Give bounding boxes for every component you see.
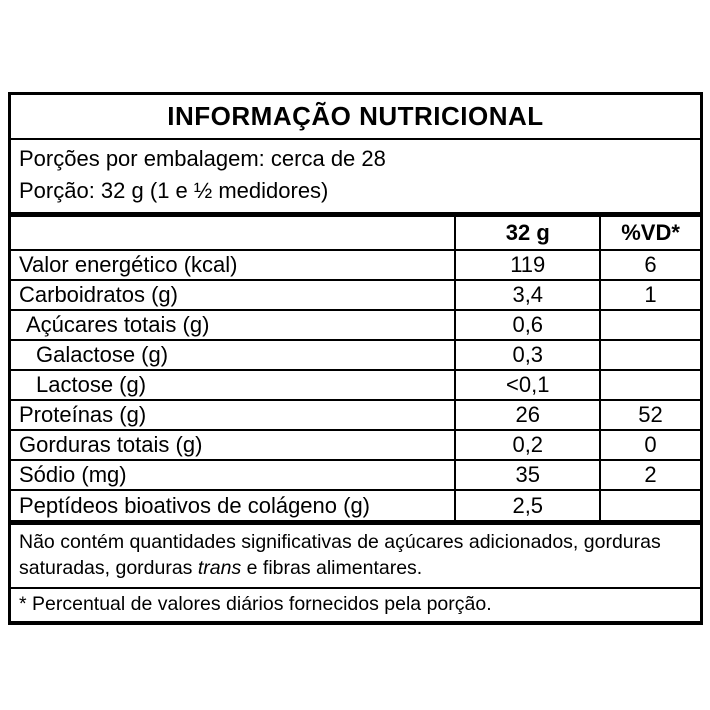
table-row-carbohydrates: Carboidratos (g) 3,4 1 xyxy=(11,279,700,310)
nutrient-column-header xyxy=(11,217,455,250)
table-row-galactose: Galactose (g) 0,3 xyxy=(11,339,700,370)
nutrient-name: Gorduras totais (g) xyxy=(11,429,456,460)
nutrient-dv: 2 xyxy=(599,459,700,490)
daily-value-footnote: * Percentual de valores diários fornecid… xyxy=(11,587,700,621)
nutrient-amount: 35 xyxy=(454,459,601,490)
nutrient-name: Lactose (g) xyxy=(11,369,456,400)
nutrition-facts-label: INFORMAÇÃO NUTRICIONAL Porções por embal… xyxy=(8,92,703,625)
nutrient-dv xyxy=(599,369,700,400)
table-row-lactose: Lactose (g) <0,1 xyxy=(11,369,700,400)
nutrient-name: Açúcares totais (g) xyxy=(11,309,456,340)
nutrient-dv xyxy=(599,489,700,520)
nutrient-dv: 1 xyxy=(599,279,700,310)
amount-column-header: 32 g xyxy=(454,217,601,250)
nutrient-dv xyxy=(599,339,700,370)
table-header-row: 32 g %VD* xyxy=(11,217,700,250)
nutrient-amount: 3,4 xyxy=(454,279,601,310)
nutrition-table: 32 g %VD* Valor energético (kcal) 119 6 … xyxy=(11,217,700,520)
insignificant-amounts-note: Não contém quantidades significativas de… xyxy=(11,520,700,587)
note-text-suffix: e fibras alimentares. xyxy=(241,557,423,579)
table-row-energy: Valor energético (kcal) 119 6 xyxy=(11,249,700,280)
nutrient-amount: 26 xyxy=(454,399,601,430)
table-row-sodium: Sódio (mg) 35 2 xyxy=(11,459,700,490)
nutrient-amount: 119 xyxy=(454,249,601,280)
nutrient-name: Valor energético (kcal) xyxy=(11,249,456,280)
trans-italic-word: trans xyxy=(197,557,242,579)
table-row-total-sugars: Açúcares totais (g) 0,6 xyxy=(11,309,700,340)
table-row-total-fats: Gorduras totais (g) 0,2 0 xyxy=(11,429,700,460)
nutrient-dv: 6 xyxy=(599,249,700,280)
nutrient-amount: <0,1 xyxy=(454,369,601,400)
nutrient-amount: 0,2 xyxy=(454,429,601,460)
table-row-proteins: Proteínas (g) 26 52 xyxy=(11,399,700,430)
label-title: INFORMAÇÃO NUTRICIONAL xyxy=(11,95,700,140)
note-text-prefix: Não contém quantidades significativas de… xyxy=(19,531,661,579)
nutrient-dv xyxy=(599,309,700,340)
table-row-collagen-peptides: Peptídeos bioativos de colágeno (g) 2,5 xyxy=(11,489,700,520)
nutrient-name: Sódio (mg) xyxy=(11,459,456,490)
nutrient-name: Proteínas (g) xyxy=(11,399,456,430)
nutrient-amount: 2,5 xyxy=(454,489,601,520)
nutrient-amount: 0,6 xyxy=(454,309,601,340)
serving-size-text: Porção: 32 g (1 e ½ medidores) xyxy=(19,178,329,203)
serving-info-section: Porções por embalagem: cerca de 28 Porçã… xyxy=(11,140,700,217)
nutrient-amount: 0,3 xyxy=(454,339,601,370)
nutrient-name: Galactose (g) xyxy=(11,339,456,370)
servings-per-package-text: Porções por embalagem: cerca de 28 xyxy=(19,146,386,171)
dv-column-header: %VD* xyxy=(599,217,700,250)
nutrient-dv: 52 xyxy=(599,399,700,430)
nutrient-name: Carboidratos (g) xyxy=(11,279,456,310)
nutrient-name: Peptídeos bioativos de colágeno (g) xyxy=(11,489,456,520)
nutrient-dv: 0 xyxy=(599,429,700,460)
